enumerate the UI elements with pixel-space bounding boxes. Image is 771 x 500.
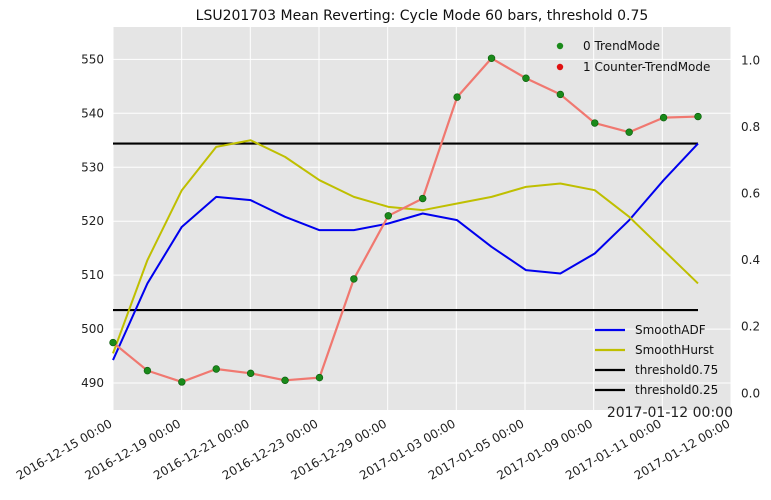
trend-mode-point bbox=[246, 369, 255, 378]
trend-mode-point bbox=[384, 212, 392, 220]
series-SmoothHurst bbox=[112, 139, 699, 354]
right-tick-label: 0.8 bbox=[741, 120, 760, 134]
right-tick-label: 1.0 bbox=[741, 53, 760, 67]
threshold-lines bbox=[113, 142, 698, 312]
trend-mode-point bbox=[109, 338, 117, 347]
trend-mode-point bbox=[281, 376, 289, 385]
chart-title: LSU201703 Mean Reverting: Cycle Mode 60 … bbox=[196, 8, 649, 24]
left-tick-label: 550 bbox=[81, 52, 104, 66]
series-lines bbox=[112, 139, 699, 361]
line-legend-label: SmoothHurst bbox=[635, 343, 714, 357]
scatter-legend-marker bbox=[556, 42, 564, 50]
left-tick-label: 540 bbox=[81, 106, 104, 120]
price-line bbox=[109, 54, 702, 386]
trend-mode-point bbox=[143, 366, 152, 375]
scatter-legend-marker bbox=[556, 63, 564, 71]
trend-mode-point bbox=[522, 74, 530, 82]
left-tick-label: 530 bbox=[81, 160, 104, 174]
trend-mode-point bbox=[659, 113, 668, 122]
line-legend: SmoothADF SmoothHurst threshold0.75 thresho… bbox=[595, 323, 718, 397]
grid bbox=[112, 27, 732, 410]
trend-mode-point bbox=[556, 90, 565, 99]
trend-mode-point bbox=[625, 128, 633, 136]
trend-mode-point bbox=[178, 378, 186, 386]
scatter-legend-label: 1 Counter-TrendMode bbox=[583, 60, 710, 74]
right-tick-label: 0.4 bbox=[741, 253, 760, 267]
line-legend-label: threshold0.25 bbox=[635, 383, 718, 397]
corner-date-label: 2017-01-12 00:00 bbox=[607, 405, 733, 421]
right-axis-ticks: 0.0 0.2 0.4 0.6 0.8 1.0 bbox=[741, 53, 760, 400]
trend-mode-point bbox=[212, 365, 220, 373]
line-legend-label: SmoothADF bbox=[635, 323, 706, 337]
right-tick-label: 0.6 bbox=[741, 187, 760, 201]
plot-background bbox=[113, 27, 731, 410]
trend-mode-point bbox=[591, 119, 599, 127]
trend-mode-point bbox=[350, 275, 358, 283]
trend-mode-point bbox=[453, 93, 461, 101]
right-tick-label: 0.0 bbox=[741, 386, 760, 400]
line-legend-label: threshold0.75 bbox=[635, 363, 718, 377]
trend-mode-point bbox=[487, 54, 496, 62]
price-series-line bbox=[112, 57, 699, 384]
left-axis-ticks: 490 500 510 520 530 540 550 bbox=[81, 52, 104, 390]
left-tick-label: 490 bbox=[81, 376, 104, 390]
scatter-legend-label: 0 TrendMode bbox=[583, 39, 660, 53]
scatter-legend: 0 TrendMode 1 Counter-TrendMode bbox=[556, 39, 710, 74]
series-SmoothADF bbox=[112, 142, 699, 361]
right-tick-label: 0.2 bbox=[741, 320, 760, 334]
trend-mode-point bbox=[694, 112, 702, 121]
trend-mode-point bbox=[315, 373, 324, 382]
trend-mode-point bbox=[419, 194, 427, 203]
left-tick-label: 520 bbox=[81, 214, 104, 228]
left-tick-label: 500 bbox=[81, 322, 104, 336]
left-tick-label: 510 bbox=[81, 268, 104, 282]
